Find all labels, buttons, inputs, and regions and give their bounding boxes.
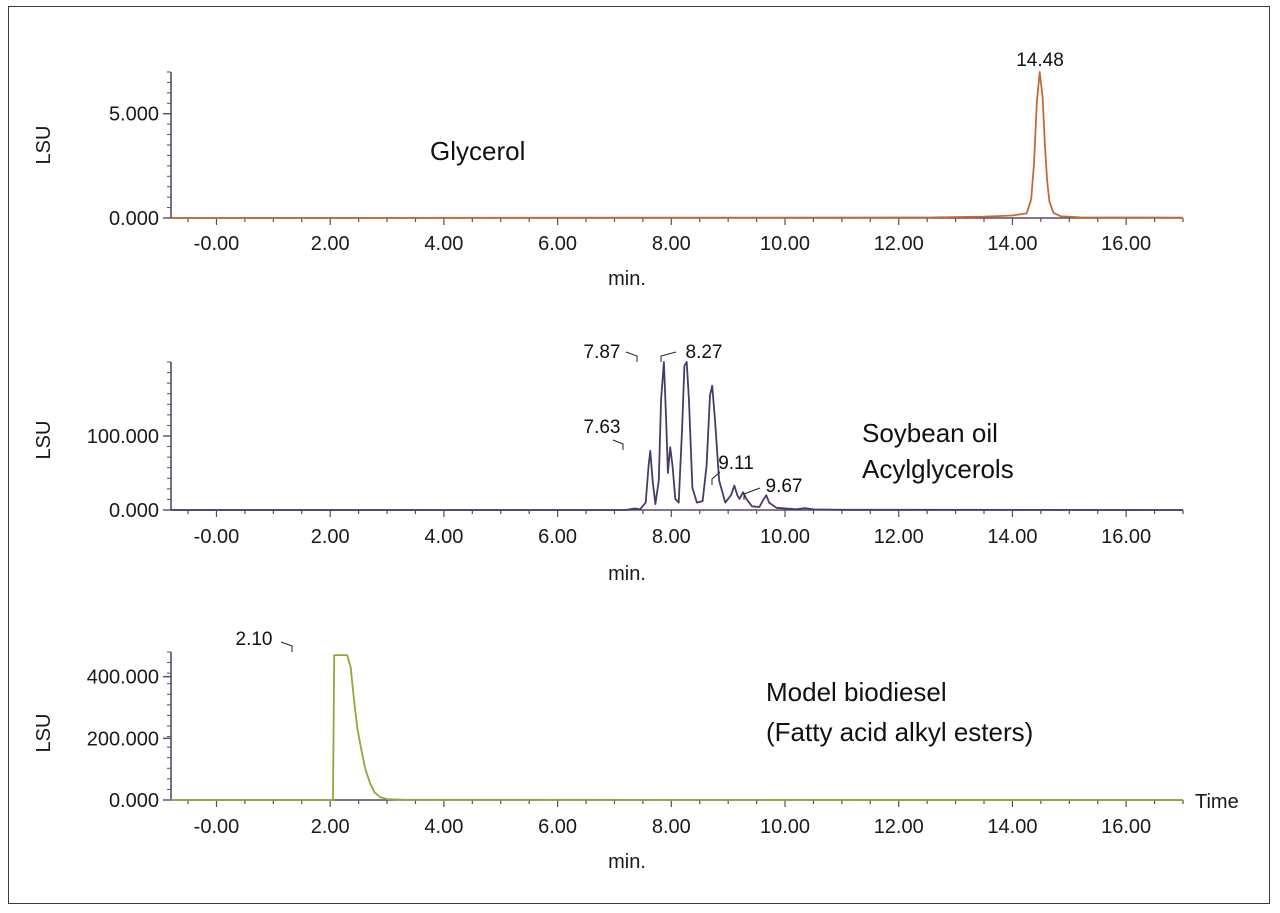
x-tick-label: 8.00 [652, 233, 691, 255]
figure-frame [8, 6, 1270, 904]
x-tick-label: 10.00 [760, 233, 810, 255]
x-tick-label: 2.00 [311, 233, 350, 255]
x-tick-label: 10.00 [760, 816, 810, 838]
peak-label: 14.48 [1016, 50, 1064, 71]
x-tick-label: 16.00 [1101, 233, 1151, 255]
x-axis-title: min. [608, 851, 646, 873]
x-tick-label: 12.00 [874, 233, 924, 255]
peak-leader-line [660, 351, 677, 362]
annotation-label: Model biodiesel [766, 677, 947, 707]
y-tick-label: 400.000 [87, 667, 159, 689]
y-axis-title: LSU [33, 714, 55, 753]
x-tick-label: 4.00 [424, 816, 463, 838]
x-tick-label: 10.00 [760, 526, 810, 548]
y-tick-label: 200.000 [87, 728, 159, 750]
x-tick-label: 6.00 [538, 233, 577, 255]
x-tick-label: 6.00 [538, 816, 577, 838]
x-tick-label: 14.00 [987, 526, 1037, 548]
annotation-label: (Fatty acid alkyl esters) [766, 717, 1033, 747]
peak-label: 7.63 [584, 417, 621, 438]
x-tick-label: 16.00 [1101, 816, 1151, 838]
x-tick-label: 8.00 [652, 526, 691, 548]
peak-leader-line [711, 471, 721, 485]
y-tick-label: 100.000 [87, 426, 159, 448]
peak-leader-line [625, 351, 638, 362]
x-axis-title: min. [608, 563, 646, 585]
x-tick-label: 4.00 [424, 526, 463, 548]
peak-label: 8.27 [686, 342, 723, 363]
annotation-label: Glycerol [430, 136, 525, 166]
x-axis-title: min. [608, 268, 646, 290]
y-axis-title: LSU [33, 126, 55, 165]
x-tick-label: 16.00 [1101, 526, 1151, 548]
y-axis-title: LSU [33, 421, 55, 460]
chart-panel-1: -0.00 2.00 4.00 6.00 8.00 10.00 12.00 14.00 16.0… [33, 50, 1184, 290]
x-tick-label: 12.00 [874, 816, 924, 838]
peak-label: 2.10 [236, 629, 273, 650]
chromatogram-trace [171, 654, 1184, 801]
x-tick-label: 14.00 [987, 233, 1037, 255]
y-tick-label: 0.000 [109, 208, 159, 230]
x-tick-label: 2.00 [311, 526, 350, 548]
chart-panel-3: -0.00 2.00 4.00 6.00 8.00 10.00 12.00 14.00 16.0… [33, 629, 1239, 873]
y-tick-label: 5.000 [109, 104, 159, 126]
annotation-label: Soybean oil [862, 418, 998, 448]
chromatogram-trace [171, 361, 1184, 511]
x-tick-label: 14.00 [987, 816, 1037, 838]
x-tick-label: -0.00 [194, 526, 240, 548]
peak-leader-line [280, 641, 293, 652]
peak-label: 9.11 [718, 453, 754, 474]
peak-label: 9.67 [766, 476, 803, 497]
chromatogram-trace [170, 71, 1184, 219]
annotation-label: Acylglycerols [862, 454, 1014, 484]
x-tick-label: 4.00 [424, 233, 463, 255]
x-tick-label: 8.00 [652, 816, 691, 838]
chart-panel-2: -0.00 2.00 4.00 6.00 8.00 10.00 12.00 14.00 16.0… [33, 342, 1184, 585]
y-tick-label: 0.000 [109, 500, 159, 522]
peak-label: 7.87 [584, 342, 621, 363]
y-tick-label: 0.000 [109, 790, 159, 812]
x-axis-end-label: Time [1195, 791, 1239, 813]
peak-leader-line [612, 439, 624, 450]
peak-leader-line [743, 487, 761, 500]
x-tick-label: -0.00 [194, 233, 240, 255]
x-tick-label: 12.00 [874, 526, 924, 548]
x-tick-label: -0.00 [194, 816, 240, 838]
x-tick-label: 6.00 [538, 526, 577, 548]
x-tick-label: 2.00 [311, 816, 350, 838]
